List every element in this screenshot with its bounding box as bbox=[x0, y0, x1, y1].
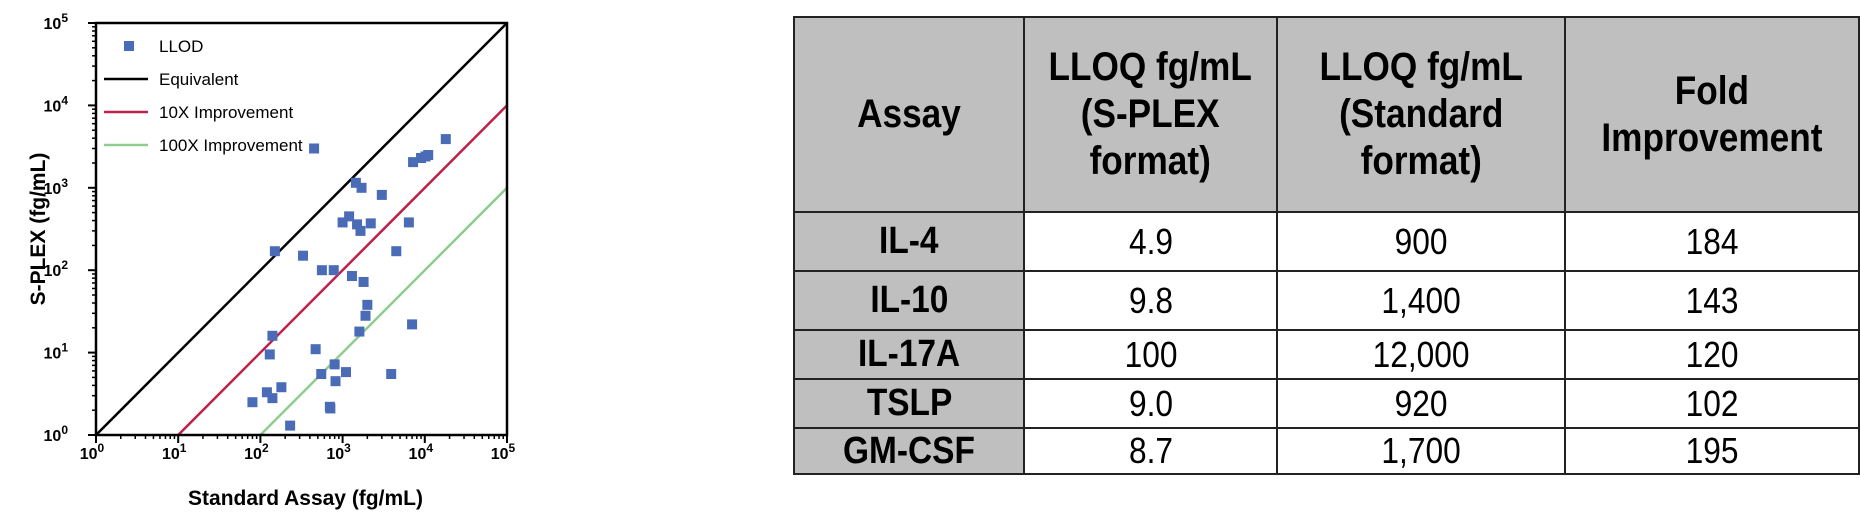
legend: LLOD Equivalent 10X Improvement 100X Improv… bbox=[104, 37, 303, 155]
cell-fold: 184 bbox=[1564, 211, 1860, 272]
header-fold-improvement: Fold Improvement bbox=[1564, 16, 1860, 213]
data-point bbox=[330, 376, 341, 387]
data-point bbox=[358, 276, 369, 287]
data-point bbox=[376, 189, 387, 200]
cell-standard: 920 bbox=[1275, 378, 1567, 429]
data-point bbox=[316, 368, 327, 379]
legend-label: 10X Improvement bbox=[159, 103, 293, 122]
data-point bbox=[407, 319, 418, 330]
data-point bbox=[354, 326, 365, 337]
table-row: TSLP 9.0 920 102 bbox=[792, 378, 1860, 429]
cell-standard: 1,700 bbox=[1275, 427, 1567, 475]
cell-splex: 4.9 bbox=[1023, 211, 1278, 272]
header-assay: Assay bbox=[792, 16, 1026, 213]
data-point bbox=[360, 310, 371, 321]
cell-fold: 102 bbox=[1564, 378, 1860, 429]
data-point bbox=[350, 177, 361, 188]
legend-label: Equivalent bbox=[159, 70, 239, 89]
table-row: GM-CSF 8.7 1,700 195 bbox=[792, 427, 1860, 475]
data-point bbox=[386, 368, 397, 379]
series-line-equivalent bbox=[96, 23, 507, 435]
data-point bbox=[267, 330, 278, 341]
table-header-row: Assay LLOQ fg/mL (S-PLEX format) LLOQ fg… bbox=[792, 16, 1860, 213]
cell-splex: 8.7 bbox=[1023, 427, 1278, 475]
lloq-table: Assay LLOQ fg/mL (S-PLEX format) LLOQ fg… bbox=[792, 16, 1860, 475]
legend-marker bbox=[124, 41, 134, 51]
data-point bbox=[309, 143, 320, 154]
header-standard-lloq: LLOQ fg/mL (Standard format) bbox=[1275, 16, 1567, 213]
data-point bbox=[264, 349, 275, 360]
legend-label: LLOD bbox=[159, 37, 203, 56]
y-axis-label: S-PLEX (fg/mL) bbox=[27, 153, 50, 306]
data-point bbox=[261, 387, 272, 398]
data-point bbox=[356, 182, 367, 193]
cell-splex: 9.8 bbox=[1023, 270, 1278, 331]
data-point bbox=[355, 225, 366, 236]
data-point bbox=[269, 246, 280, 257]
x-tick-label: 103 bbox=[326, 441, 351, 463]
data-points bbox=[247, 134, 451, 431]
data-point bbox=[328, 265, 339, 276]
y-tick-label: 101 bbox=[44, 341, 69, 363]
lloq-table-container: Assay LLOQ fg/mL (S-PLEX format) LLOQ fg… bbox=[792, 16, 1860, 475]
cell-assay: IL-4 bbox=[792, 211, 1026, 272]
series-lines bbox=[96, 23, 507, 435]
y-tick-label: 105 bbox=[44, 11, 69, 33]
data-point bbox=[362, 299, 373, 310]
cell-standard: 1,400 bbox=[1275, 270, 1567, 331]
data-point bbox=[440, 134, 451, 145]
data-point bbox=[267, 393, 278, 404]
data-point bbox=[391, 246, 402, 257]
series-line-100x-improvement bbox=[259, 186, 507, 435]
data-point bbox=[344, 211, 355, 222]
data-point bbox=[276, 382, 287, 393]
data-point bbox=[325, 403, 336, 414]
x-tick-label: 102 bbox=[244, 441, 269, 463]
x-tick-label: 104 bbox=[409, 441, 434, 463]
y-tick-label: 100 bbox=[44, 423, 69, 445]
cell-assay: GM-CSF bbox=[792, 427, 1026, 475]
y-tick-label: 104 bbox=[44, 93, 69, 115]
cell-fold: 143 bbox=[1564, 270, 1860, 331]
data-point bbox=[285, 420, 296, 431]
data-point bbox=[403, 217, 414, 228]
x-axis-label: Standard Assay (fg/mL) bbox=[188, 487, 423, 510]
data-point bbox=[352, 219, 363, 230]
cell-assay: IL-10 bbox=[792, 270, 1026, 331]
table-row: IL-4 4.9 900 184 bbox=[792, 211, 1860, 272]
data-point bbox=[365, 218, 376, 229]
series-line-10x-improvement bbox=[177, 104, 507, 435]
cell-splex: 9.0 bbox=[1023, 378, 1278, 429]
x-tick-label: 105 bbox=[491, 441, 516, 463]
cell-assay: IL-17A bbox=[792, 329, 1026, 380]
table-row: IL-17A 100 12,000 120 bbox=[792, 329, 1860, 380]
data-point bbox=[298, 250, 309, 261]
x-tick-label: 101 bbox=[162, 441, 187, 463]
data-point bbox=[316, 265, 327, 276]
plot-frame bbox=[94, 21, 509, 437]
data-point bbox=[337, 217, 348, 228]
cell-standard: 12,000 bbox=[1275, 329, 1567, 380]
data-point bbox=[341, 367, 352, 378]
cell-fold: 120 bbox=[1564, 329, 1860, 380]
table-row: IL-10 9.8 1,400 143 bbox=[792, 270, 1860, 331]
data-point bbox=[310, 344, 321, 355]
cell-assay: TSLP bbox=[792, 378, 1026, 429]
data-point bbox=[247, 397, 258, 408]
data-point bbox=[408, 157, 419, 168]
x-tick-label: 100 bbox=[80, 441, 105, 463]
cell-splex: 100 bbox=[1023, 329, 1278, 380]
data-point bbox=[423, 150, 434, 161]
cell-fold: 195 bbox=[1564, 427, 1860, 475]
data-point bbox=[346, 271, 357, 282]
cell-standard: 900 bbox=[1275, 211, 1567, 272]
legend-label: 100X Improvement bbox=[159, 136, 303, 155]
scatter-chart: 100 101 102 103 104 105 100 101 102 103 104 105 LLO… bbox=[0, 0, 560, 531]
data-point bbox=[329, 359, 340, 370]
header-splex-lloq: LLOQ fg/mL (S-PLEX format) bbox=[1023, 16, 1278, 213]
